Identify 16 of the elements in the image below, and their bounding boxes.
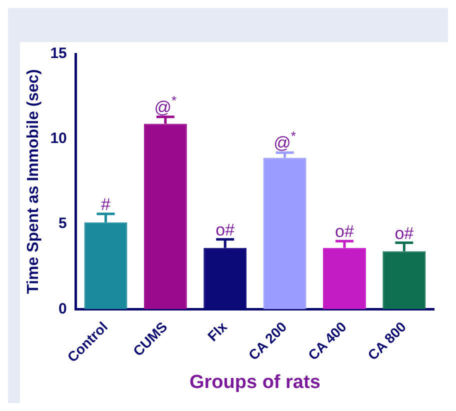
annotation: @*	[274, 128, 296, 153]
annotation: o#	[335, 222, 354, 242]
y-tick-label: 0	[58, 300, 67, 318]
annotation: o#	[394, 224, 414, 243]
annotation: #	[101, 194, 111, 214]
x-tick-label: CA 400	[304, 318, 350, 364]
x-tick-label: CA 200	[245, 318, 290, 364]
y-axis-title: Time Spent as Immobile (sec)	[25, 69, 42, 294]
x-axis-title: Groups of rats	[189, 372, 320, 393]
x-tick-label: CA 800	[364, 318, 410, 364]
annotation: @*	[154, 92, 177, 117]
y-tick-label: 5	[58, 215, 67, 232]
y-tick-label: 10	[50, 130, 67, 148]
y-tick-label: 15	[50, 45, 67, 62]
annotation: o#	[216, 220, 236, 240]
x-tick-label: Flx	[204, 318, 230, 344]
